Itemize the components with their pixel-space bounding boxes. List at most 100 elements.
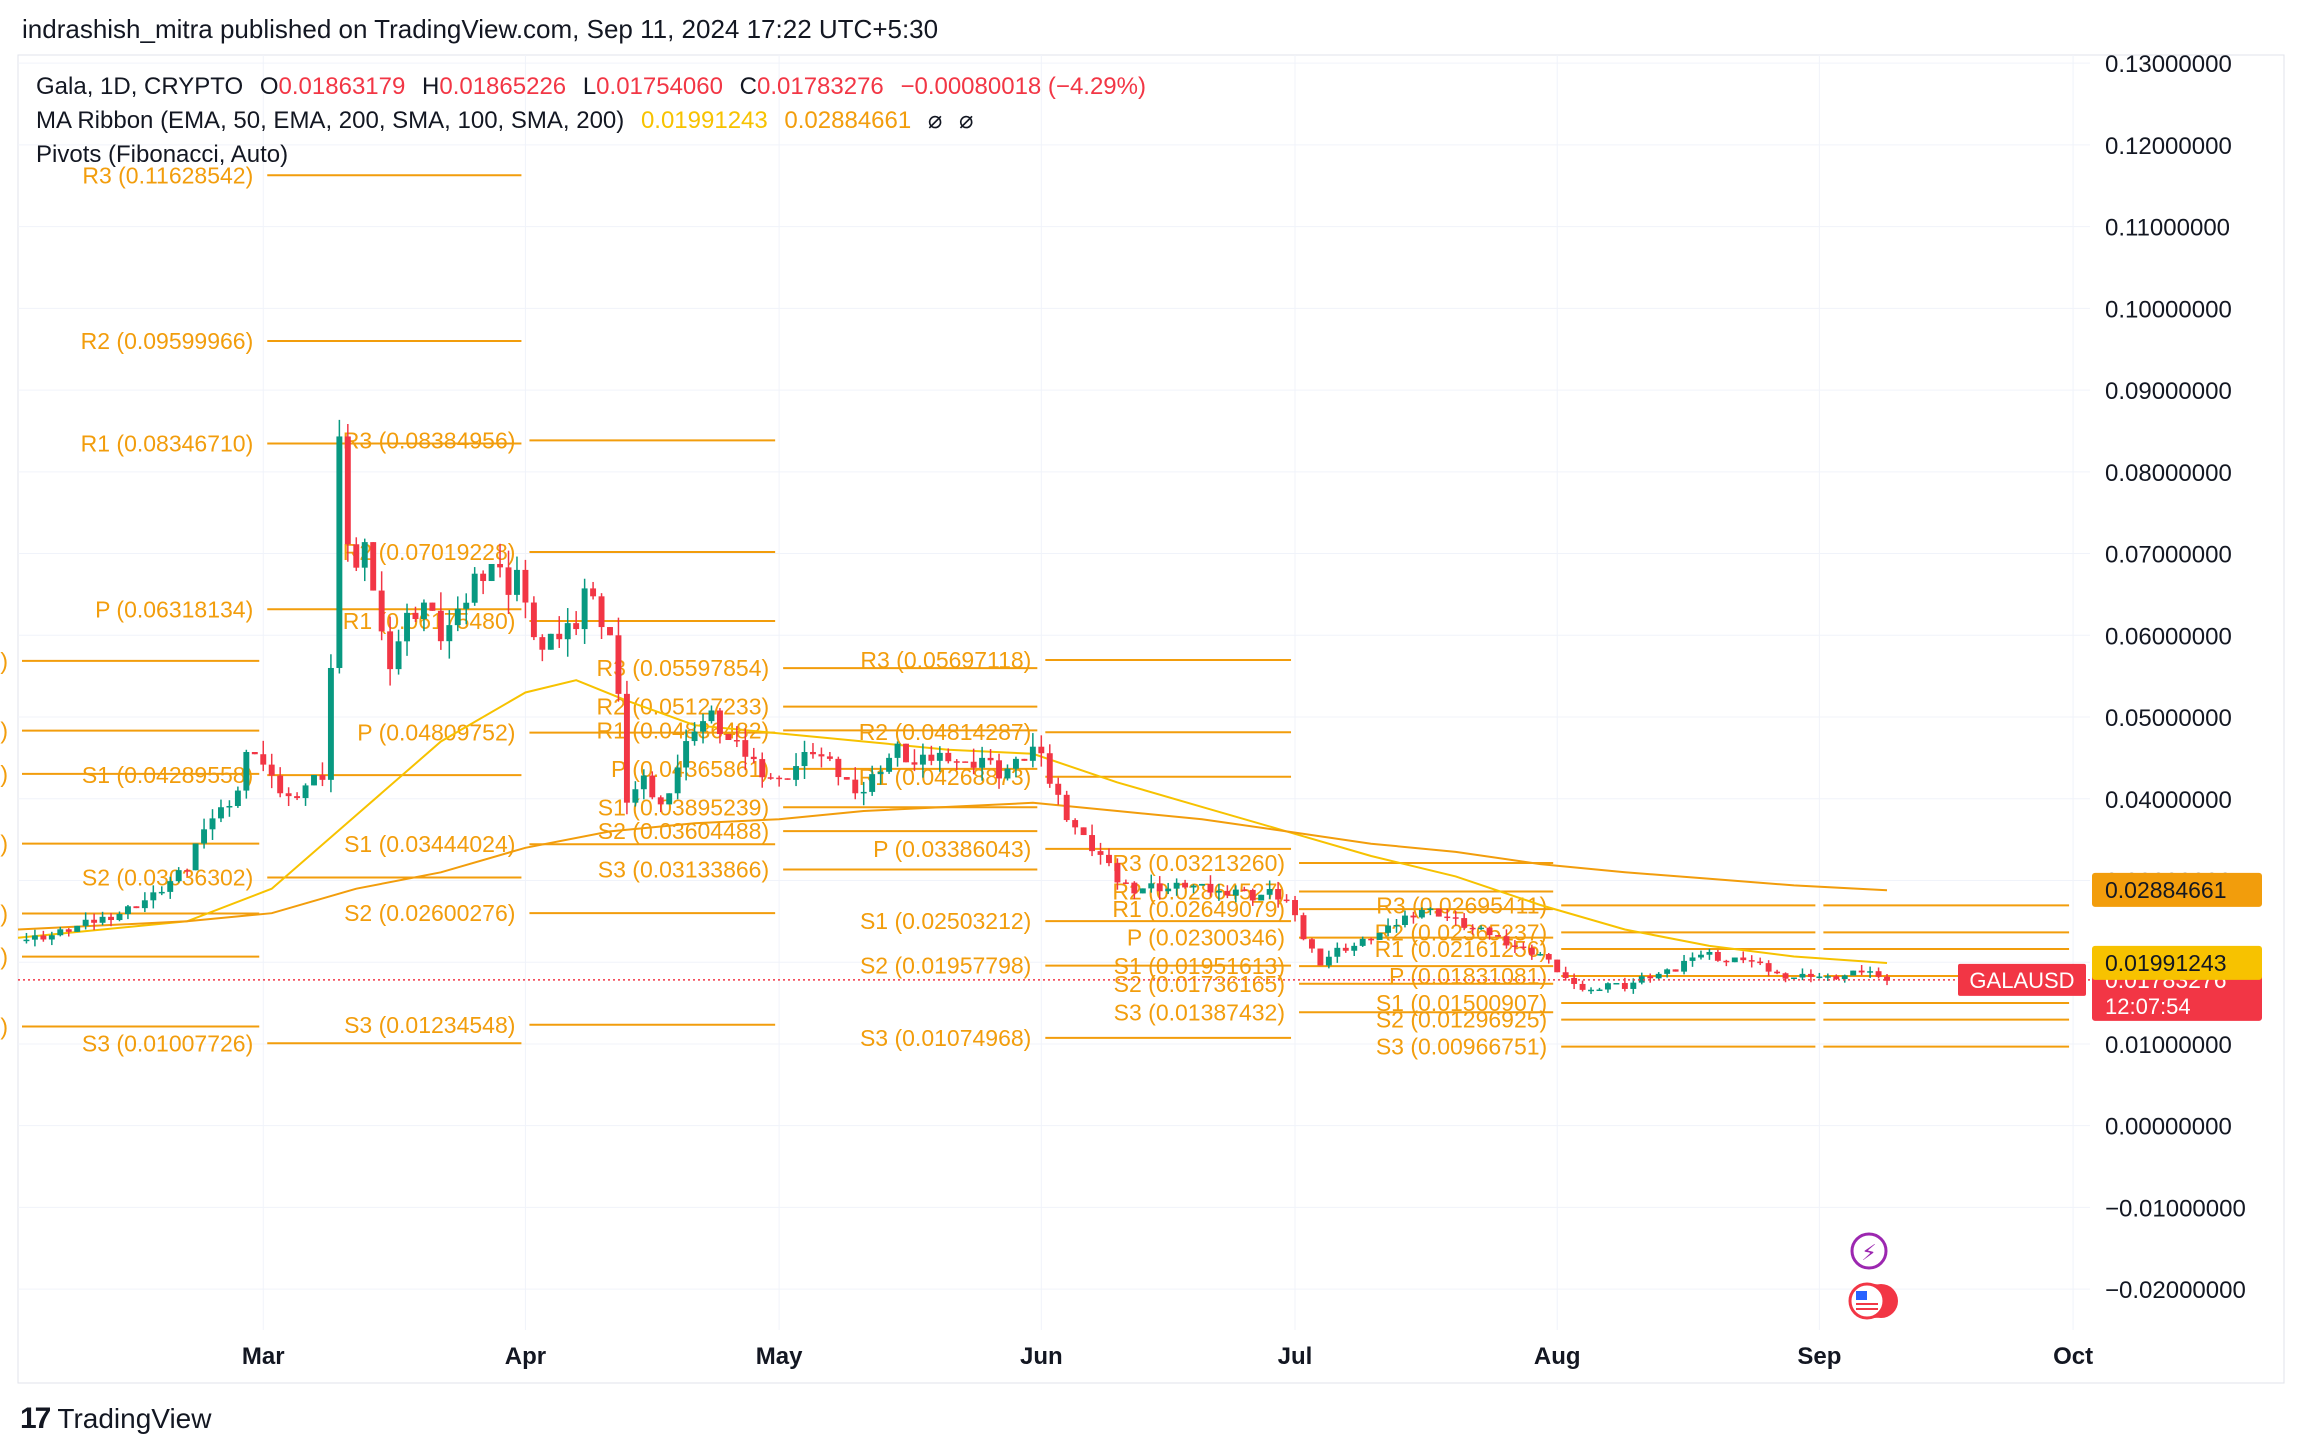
close-key: C [739, 73, 757, 100]
chart-icons: ⚡ [1848, 1232, 1898, 1320]
candle-body [488, 563, 495, 582]
candle-body [1021, 758, 1028, 761]
candle-body [1342, 947, 1349, 951]
symbol-label[interactable]: Gala, 1D, CRYPTO [36, 73, 244, 100]
candle-body [116, 914, 123, 921]
candle-body [82, 919, 89, 926]
high-value: 0.01865226 [439, 73, 567, 100]
pivot-label: S1 (0.04289558) [82, 762, 253, 788]
candle-body [268, 764, 275, 776]
candle-body [294, 796, 301, 799]
candle-body [1731, 957, 1738, 963]
candle-body [1266, 889, 1273, 895]
pivot-label: S3 (0.01007726) [82, 1030, 253, 1056]
candle-body [886, 757, 893, 772]
candle-body [1165, 888, 1172, 892]
candle-body [996, 760, 1002, 779]
pivot-label: P (0.04365861) [611, 756, 769, 782]
candle-body [530, 602, 537, 638]
candle-body [581, 588, 588, 630]
candle-body [311, 774, 317, 786]
candle-body [1393, 925, 1400, 927]
candle-body [742, 740, 749, 757]
pivot-label: R2 (0.04832936) [0, 718, 8, 744]
candle-body [590, 588, 597, 597]
candle-body [1562, 972, 1569, 978]
lightning-icon[interactable] [1850, 1232, 1888, 1270]
candle-body [691, 731, 698, 742]
attribution-text: indrashish_mitra published on TradingVie… [22, 14, 939, 44]
candle-body [65, 929, 72, 932]
pivot-label: R1 (0.08346710) [81, 430, 254, 456]
candle-body [1215, 890, 1222, 893]
candle-body [1528, 947, 1535, 955]
pivot-label: S1 (0.01500907) [1376, 990, 1547, 1016]
countdown-tag: 12:07:54 [2105, 994, 2191, 1019]
candle-body [1072, 820, 1079, 828]
candle-body [395, 641, 402, 670]
pivot-label: R2 (0.07019228) [343, 539, 516, 565]
pivots-label[interactable]: Pivots (Fibonacci, Auto) [36, 141, 289, 168]
candle-body [1308, 939, 1315, 949]
pivot-label: S3 (0.01213950) [0, 1013, 8, 1039]
candle-body [150, 892, 157, 901]
low-value: 0.01754060 [596, 73, 723, 100]
candle-body [226, 805, 233, 808]
pivot-label: R3 (0.03213260) [1112, 850, 1285, 876]
ma-value-1: 0.01991243 [640, 107, 768, 134]
tradingview-logo[interactable]: 17 TradingView [20, 1402, 211, 1436]
us-flag-icon-3[interactable] [1848, 1282, 1886, 1320]
candle-body [370, 542, 377, 591]
candle-body [192, 843, 199, 871]
pivot-label: S3 (0.01074968) [860, 1025, 1031, 1051]
pivot-label: R1 (0.04305074) [0, 761, 8, 787]
candle-body [1884, 976, 1890, 981]
ma-ribbon-label[interactable]: MA Ribbon (EMA, 50, EMA, 200, SMA, 100, … [36, 107, 625, 134]
candle-body [1545, 954, 1552, 960]
candles [23, 419, 1890, 994]
y-tick-label: 0.04000000 [2105, 787, 2232, 814]
candle-body [336, 436, 343, 668]
y-tick-label: 0.09000000 [2105, 378, 2232, 405]
candle-body [936, 752, 943, 761]
candle-body [945, 752, 952, 762]
pivot-label: S3 (0.01234548) [344, 1012, 515, 1038]
candle-body [158, 891, 165, 894]
candle-body [632, 789, 639, 803]
grid [18, 55, 2090, 1330]
low-key: L [582, 73, 597, 100]
pivot-label: R2 (0.04814287) [859, 719, 1032, 745]
pivot-label: S1 (0.02596233) [0, 900, 8, 926]
candle-body [522, 569, 529, 603]
x-tick-label: Apr [505, 1343, 546, 1370]
candle-body [759, 759, 766, 778]
candle-body [1334, 947, 1341, 957]
na-icon: ⌀ [959, 107, 974, 134]
candle-body [1655, 973, 1662, 979]
candle-body [869, 774, 876, 792]
candle-body [1359, 938, 1366, 946]
candle-body [1418, 909, 1425, 918]
candle-body [919, 754, 926, 765]
close-value: 0.01783276 [756, 73, 884, 100]
candle-body [1774, 971, 1781, 974]
candle-body [302, 785, 309, 799]
pivot-label: R1 (0.06175480) [343, 608, 516, 634]
candle-body [666, 793, 673, 805]
candle-body [209, 818, 216, 830]
candle-body [1765, 963, 1772, 972]
pivot-label: S3 (0.03133866) [598, 857, 769, 883]
candle-body [640, 775, 647, 790]
pivot-label: S2 (0.03604488) [598, 818, 769, 844]
pivot-label: S1 (0.01951613) [1114, 953, 1285, 979]
candle-body [463, 602, 470, 609]
axes: 0.13000000 0.12000000 0.11000000 0.10000000… [242, 51, 2246, 1370]
lightning-glyph: ⚡ [1861, 1240, 1876, 1265]
price-tags: GALAUSD0.0178327612:07:540.028846610.019… [18, 872, 2262, 1021]
pivot-levels: R3 (0.05687356) R2 (0.04832936) R1 (0.0430… [0, 162, 2070, 1060]
pivot-label: R3 (0.05697118) [860, 647, 1031, 673]
candle-body [962, 761, 969, 763]
candle-body [260, 754, 267, 765]
candle-body [1148, 883, 1155, 889]
